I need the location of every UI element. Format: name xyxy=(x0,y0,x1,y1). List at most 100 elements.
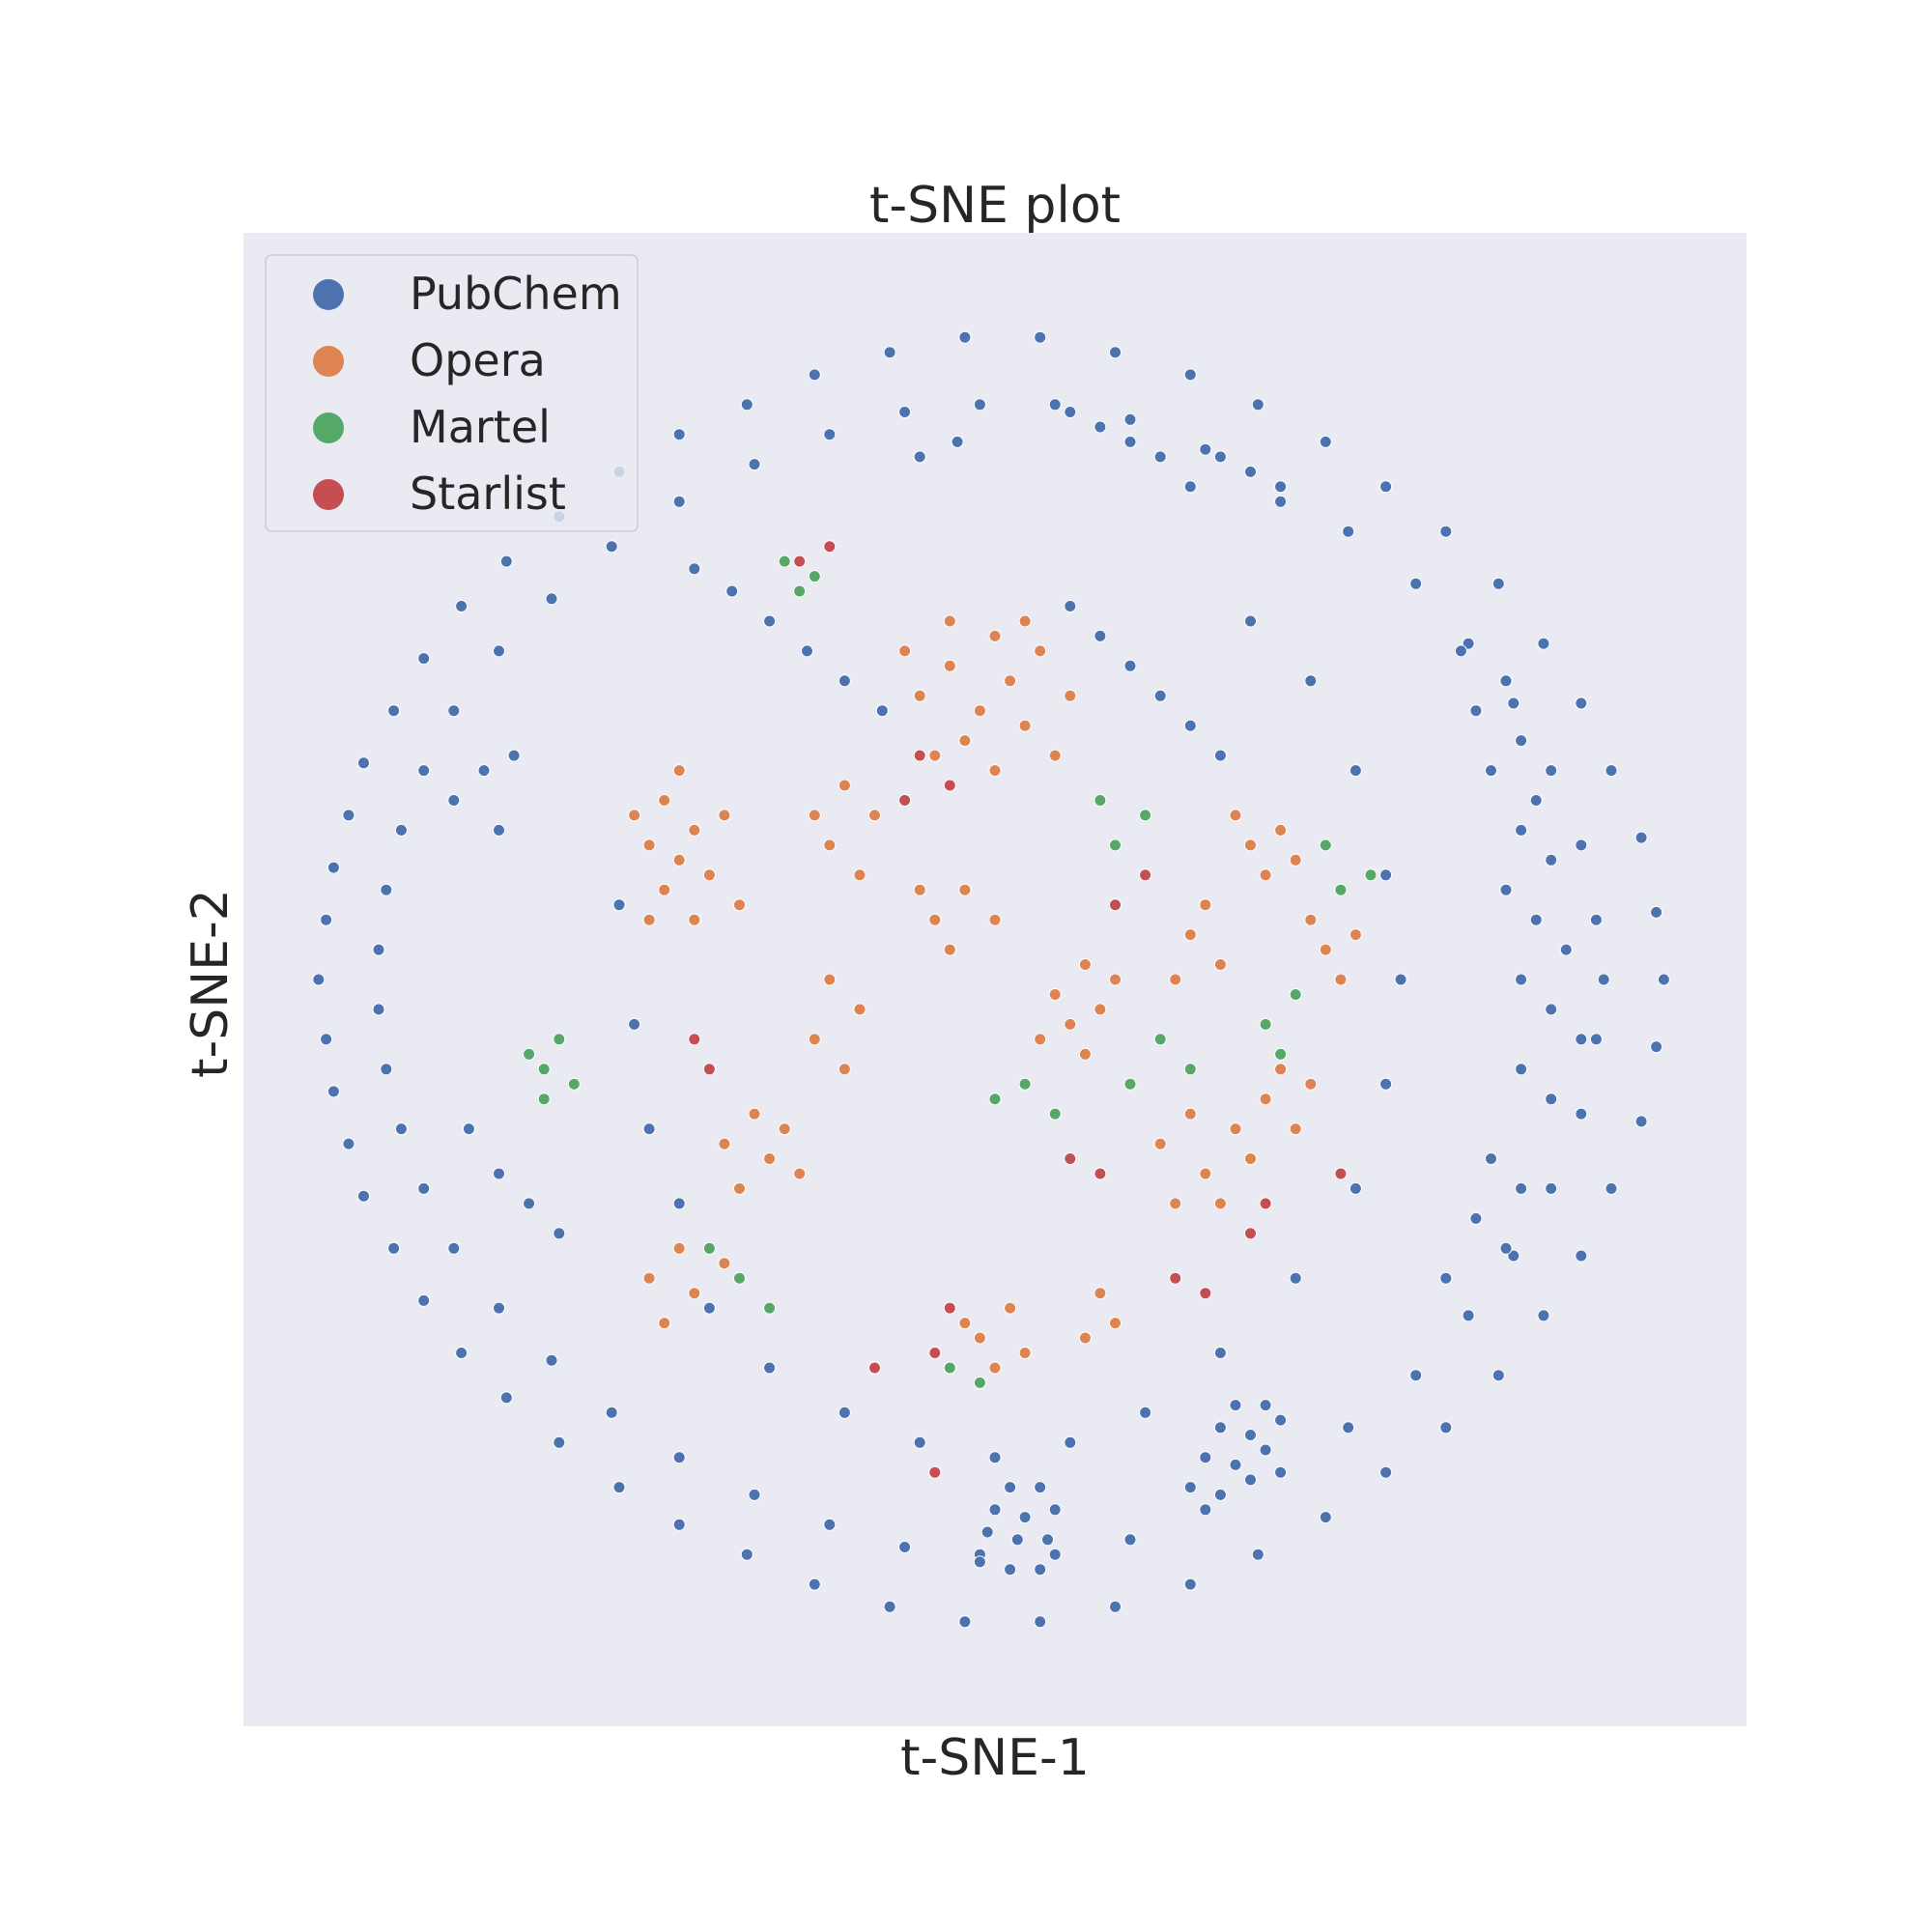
point-opera-24 xyxy=(943,614,956,628)
point-pubchem-196 xyxy=(1379,868,1393,882)
legend-label-pubchem: PubChem xyxy=(410,268,622,320)
point-pubchem-159 xyxy=(913,450,926,464)
point-pubchem-132 xyxy=(1499,883,1513,896)
point-pubchem-90 xyxy=(1274,480,1288,494)
point-pubchem-25 xyxy=(808,368,821,382)
point-pubchem-29 xyxy=(958,330,972,344)
point-pubchem-146 xyxy=(1515,1181,1528,1195)
point-starlist-11 xyxy=(1169,1271,1182,1285)
point-opera-63 xyxy=(688,1287,701,1300)
point-martel-8 xyxy=(1109,838,1122,852)
point-pubchem-152 xyxy=(1274,495,1288,508)
point-martel-2 xyxy=(523,1047,536,1061)
point-pubchem-86 xyxy=(1123,412,1137,426)
point-pubchem-63 xyxy=(394,1122,408,1136)
point-opera-28 xyxy=(868,809,881,822)
point-pubchem-20 xyxy=(612,1481,626,1494)
point-pubchem-43 xyxy=(1439,525,1453,538)
point-pubchem-140 xyxy=(1485,764,1497,778)
point-pubchem-22 xyxy=(672,1518,686,1531)
legend-box xyxy=(265,254,639,532)
point-pubchem-143 xyxy=(1499,674,1513,688)
point-opera-51 xyxy=(1183,1107,1197,1121)
point-opera-86 xyxy=(1169,973,1182,986)
point-pubchem-130 xyxy=(1529,794,1543,807)
point-opera-30 xyxy=(853,868,867,882)
point-pubchem-9 xyxy=(387,704,401,718)
point-martel-23 xyxy=(1289,988,1302,1001)
point-martel-11 xyxy=(1018,1077,1032,1091)
point-pubchem-94 xyxy=(1409,577,1423,590)
point-pubchem-116 xyxy=(1004,1481,1017,1494)
point-opera-13 xyxy=(943,659,956,672)
point-pubchem-49 xyxy=(1575,696,1588,710)
point-opera-6 xyxy=(702,868,716,882)
point-pubchem-76 xyxy=(748,458,761,471)
point-pubchem-118 xyxy=(1183,1481,1197,1494)
point-pubchem-106 xyxy=(1597,973,1610,986)
point-pubchem-103 xyxy=(1575,1107,1588,1121)
point-starlist-10 xyxy=(928,1347,942,1359)
point-opera-10 xyxy=(718,809,731,822)
point-pubchem-21 xyxy=(672,428,686,441)
point-pubchem-178 xyxy=(1183,719,1197,732)
point-opera-62 xyxy=(672,1241,686,1255)
point-pubchem-23 xyxy=(740,398,753,412)
point-pubchem-70 xyxy=(545,592,558,606)
point-pubchem-188 xyxy=(988,1451,1002,1464)
point-starlist-12 xyxy=(1199,1287,1212,1300)
point-pubchem-88 xyxy=(1199,442,1212,456)
point-pubchem-120 xyxy=(1244,1473,1257,1487)
legend-marker-opera xyxy=(313,346,344,377)
point-starlist-7 xyxy=(688,1033,701,1046)
point-pubchem-151 xyxy=(1244,465,1257,478)
point-martel-21 xyxy=(973,1376,986,1389)
point-pubchem-27 xyxy=(883,346,896,359)
point-martel-0 xyxy=(537,1063,551,1076)
point-opera-53 xyxy=(1229,1122,1242,1136)
point-pubchem-122 xyxy=(1229,1458,1242,1471)
point-pubchem-181 xyxy=(628,1017,641,1031)
point-pubchem-190 xyxy=(1139,1406,1152,1419)
point-pubchem-46 xyxy=(1492,1369,1505,1382)
point-opera-1 xyxy=(642,838,656,852)
point-opera-80 xyxy=(838,1063,851,1076)
point-opera-69 xyxy=(1018,1347,1032,1359)
point-pubchem-155 xyxy=(1123,435,1137,448)
legend-label-martel: Martel xyxy=(410,401,551,453)
point-opera-54 xyxy=(1244,1152,1257,1165)
point-martel-24 xyxy=(1274,1047,1288,1061)
point-pubchem-160 xyxy=(447,794,461,807)
point-pubchem-52 xyxy=(1605,1181,1618,1195)
point-pubchem-185 xyxy=(763,1361,777,1375)
point-pubchem-92 xyxy=(1342,525,1355,538)
x-axis-label: t-SNE-1 xyxy=(900,1729,1090,1787)
point-pubchem-126 xyxy=(1274,1413,1288,1427)
point-pubchem-133 xyxy=(1529,913,1543,926)
point-pubchem-129 xyxy=(1515,823,1528,837)
point-pubchem-47 xyxy=(1537,637,1550,650)
point-pubchem-150 xyxy=(1213,450,1227,464)
point-pubchem-30 xyxy=(958,1615,972,1629)
point-opera-77 xyxy=(1229,809,1242,822)
point-opera-25 xyxy=(988,629,1002,642)
point-opera-75 xyxy=(1274,823,1288,837)
point-martel-25 xyxy=(1334,883,1348,896)
point-starlist-14 xyxy=(1259,1197,1272,1210)
point-pubchem-145 xyxy=(1485,1152,1497,1165)
point-pubchem-161 xyxy=(477,764,491,778)
point-pubchem-15 xyxy=(499,554,513,568)
point-opera-15 xyxy=(1004,674,1017,688)
point-martel-1 xyxy=(553,1033,566,1046)
point-opera-74 xyxy=(1244,838,1257,852)
point-martel-18 xyxy=(763,1301,777,1315)
point-pubchem-182 xyxy=(642,1122,656,1136)
point-pubchem-180 xyxy=(612,898,626,912)
point-pubchem-77 xyxy=(748,1488,761,1501)
point-pubchem-172 xyxy=(838,674,851,688)
point-pubchem-41 xyxy=(1379,480,1393,494)
point-pubchem-174 xyxy=(1064,600,1077,612)
point-pubchem-6 xyxy=(342,1137,355,1151)
point-martel-27 xyxy=(1319,838,1332,852)
